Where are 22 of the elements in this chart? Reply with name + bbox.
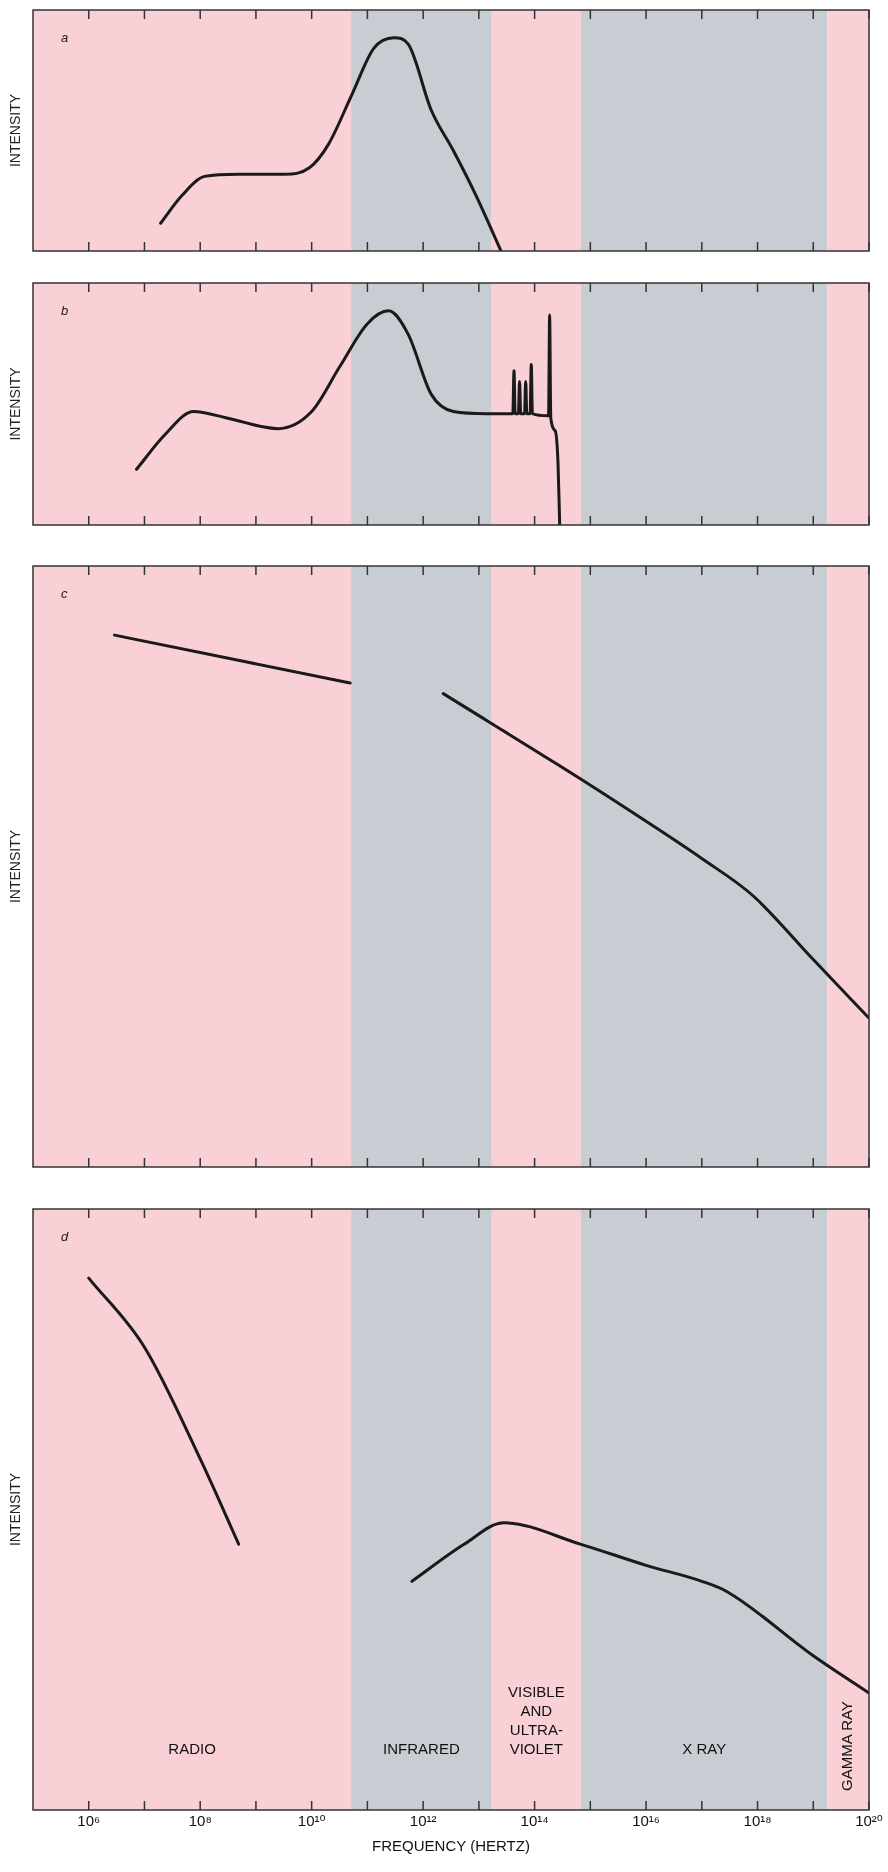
y-axis-title: INTENSITY bbox=[6, 366, 23, 441]
x-tick-label: 10¹⁶ bbox=[632, 1812, 660, 1830]
band-label: VISIBLE AND ULTRA-VIOLET bbox=[508, 1683, 565, 1757]
band-label: X RAY bbox=[682, 1740, 727, 1757]
x-tick-label: 10¹⁴ bbox=[520, 1812, 549, 1830]
chart-title: a bbox=[61, 30, 69, 46]
x-tick-label: 10¹⁰ bbox=[297, 1812, 326, 1830]
y-axis-title: INTENSITY bbox=[6, 829, 23, 904]
x-tick-label: 10⁸ bbox=[188, 1812, 212, 1830]
band-label: INFRARED bbox=[383, 1740, 460, 1757]
band-label: GAMMA RAY bbox=[838, 1701, 856, 1791]
band-label: RADIO bbox=[168, 1740, 216, 1757]
y-axis-title: INTENSITY bbox=[6, 1472, 23, 1547]
x-tick-label: 10⁶ bbox=[77, 1812, 101, 1830]
chart-title: c bbox=[61, 586, 68, 602]
y-axis-title: INTENSITY bbox=[6, 93, 23, 168]
chart-title: b bbox=[61, 303, 69, 319]
x-tick-label: 10¹⁸ bbox=[743, 1812, 772, 1830]
x-axis-title: FREQUENCY (HERTZ) bbox=[372, 1837, 530, 1855]
chart-title: d bbox=[61, 1229, 69, 1245]
x-tick-label: 10²⁰ bbox=[855, 1812, 883, 1830]
x-tick-label: 10¹² bbox=[409, 1812, 437, 1830]
